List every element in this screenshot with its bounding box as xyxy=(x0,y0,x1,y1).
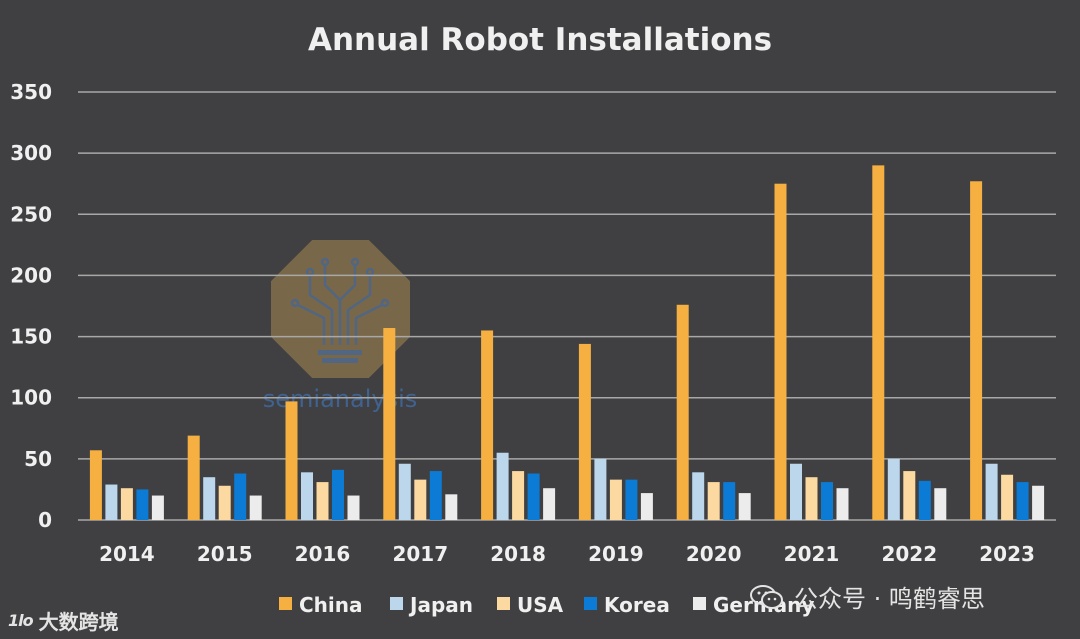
legend-label-china: China xyxy=(299,593,363,617)
bar-korea-2020 xyxy=(723,482,736,520)
bar-germany-2023 xyxy=(1032,485,1045,520)
bar-korea-2017 xyxy=(429,471,442,520)
x-tick-label: 2019 xyxy=(588,542,644,566)
bar-germany-2020 xyxy=(738,493,751,520)
bar-japan-2016 xyxy=(301,472,313,520)
x-tick-label: 2015 xyxy=(197,542,253,566)
gridlines xyxy=(78,91,1056,521)
y-axis-ticks: 0 50 100 150 200 250 300 350 xyxy=(10,80,52,532)
bar-germany-2014 xyxy=(151,495,164,520)
bar-japan-2018 xyxy=(496,452,509,520)
x-tick-label: 2018 xyxy=(490,542,546,566)
bar-germany-2019 xyxy=(640,493,653,520)
legend-swatch-germany xyxy=(693,597,706,610)
bar-usa-2014 xyxy=(120,488,133,520)
bar-germany-2018 xyxy=(543,488,556,520)
bar-japan-2015 xyxy=(203,477,216,520)
x-tick-label: 2021 xyxy=(784,542,840,566)
bar-korea-2015 xyxy=(234,473,247,520)
bar-germany-2021 xyxy=(836,488,849,520)
bar-usa-2022 xyxy=(903,471,916,520)
x-tick-label: 2023 xyxy=(979,542,1035,566)
legend-swatch-korea xyxy=(584,597,597,610)
legend-swatch-usa xyxy=(497,597,510,610)
bar-usa-2015 xyxy=(218,485,231,520)
bar-germany-2022 xyxy=(934,488,947,520)
legend: ChinaJapanUSAKoreaGermany xyxy=(279,593,814,617)
bar-china-2022 xyxy=(872,165,885,520)
bar-korea-2022 xyxy=(918,480,931,520)
bar-usa-2019 xyxy=(609,479,622,520)
y-tick-label: 350 xyxy=(10,80,52,104)
y-tick-label: 150 xyxy=(10,325,52,349)
x-tick-label: 2020 xyxy=(686,542,742,566)
chart-title: Annual Robot Installations xyxy=(308,22,772,58)
bar-china-2014 xyxy=(89,450,102,520)
bars xyxy=(89,165,1045,521)
bar-usa-2017 xyxy=(414,479,427,520)
x-tick-label: 2014 xyxy=(99,542,155,566)
bottom-right-watermark-text: 公众号 · 鸣鹤睿思 xyxy=(794,585,985,613)
bar-korea-2021 xyxy=(821,482,833,520)
bar-korea-2019 xyxy=(625,479,638,520)
bar-usa-2021 xyxy=(805,477,818,520)
y-tick-label: 50 xyxy=(24,447,52,471)
legend-swatch-japan xyxy=(390,597,403,610)
bottom-left-watermark-text: 大数跨境 xyxy=(38,610,119,634)
bar-usa-2018 xyxy=(512,471,525,520)
bar-japan-2023 xyxy=(985,463,998,520)
bar-germany-2016 xyxy=(347,495,360,520)
bar-china-2021 xyxy=(774,183,787,520)
bar-korea-2016 xyxy=(332,469,344,520)
bar-korea-2018 xyxy=(527,473,540,520)
bar-china-2019 xyxy=(578,343,591,520)
legend-swatch-china xyxy=(279,597,292,610)
x-tick-label: 2022 xyxy=(881,542,937,566)
bar-usa-2020 xyxy=(707,482,720,520)
bar-china-2020 xyxy=(676,304,689,520)
bar-china-2023 xyxy=(970,181,983,521)
bar-china-2015 xyxy=(187,435,200,520)
bar-japan-2020 xyxy=(692,472,705,520)
bar-germany-2017 xyxy=(445,494,458,520)
bar-china-2017 xyxy=(383,328,396,520)
legend-label-japan: Japan xyxy=(408,593,473,617)
y-tick-label: 100 xyxy=(10,386,52,410)
wechat-icon xyxy=(750,584,783,609)
bottom-left-watermark: 1lo 大数跨境 xyxy=(8,606,119,635)
x-tick-label: 2017 xyxy=(392,542,448,566)
y-tick-label: 0 xyxy=(38,508,52,532)
bar-usa-2023 xyxy=(1001,474,1014,520)
bar-china-2016 xyxy=(285,401,298,520)
y-tick-label: 300 xyxy=(10,141,52,165)
y-tick-label: 200 xyxy=(10,263,52,287)
bar-japan-2014 xyxy=(105,484,118,520)
x-tick-label: 2016 xyxy=(295,542,351,566)
bar-china-2018 xyxy=(481,330,494,520)
legend-label-usa: USA xyxy=(517,593,564,617)
bar-korea-2023 xyxy=(1016,482,1029,520)
bar-japan-2019 xyxy=(594,458,607,520)
bar-japan-2022 xyxy=(887,458,900,520)
legend-label-korea: Korea xyxy=(604,593,670,617)
bar-japan-2017 xyxy=(398,463,411,520)
bar-germany-2015 xyxy=(249,495,262,520)
bottom-right-watermark: 公众号 · 鸣鹤睿思 xyxy=(750,579,985,614)
bottom-left-watermark-logo: 1lo xyxy=(8,611,34,630)
bar-korea-2014 xyxy=(136,489,149,520)
x-axis-ticks: 2014 2015 2016 2017 2018 2019 2020 2021 2022 2023 xyxy=(99,542,1035,566)
bar-usa-2016 xyxy=(316,482,329,520)
y-tick-label: 250 xyxy=(10,202,52,226)
bar-japan-2021 xyxy=(790,463,802,520)
